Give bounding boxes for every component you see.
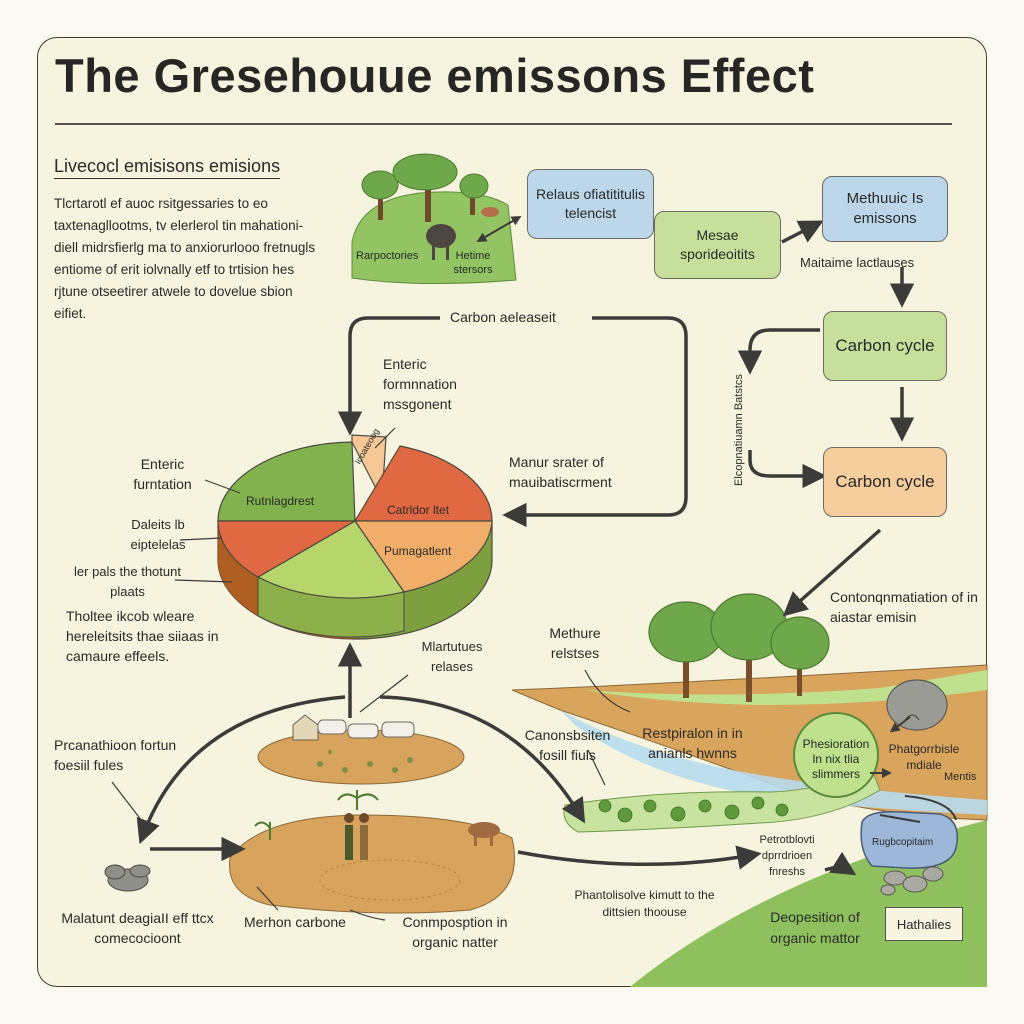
pie-slice-label-3: Pumagatlent [384,544,452,558]
rock-right [886,679,948,731]
rock-label: Rugbcopitaim [872,837,934,848]
vertical-label: Elcopnatiuamn Batstcs [733,374,745,486]
intro-paragraph: Tlcrtarotl ef auoc rsitgessaries to eo t… [54,196,316,321]
manure-label: Manur srater of mauibatiscrment [509,454,612,490]
blue-boulder [860,810,958,869]
methure-relstes-label: Methure relstses [549,625,601,661]
pie-label-4: Tholtee ikcob wleare hereleitsits thae s… [66,608,219,664]
title-divider [55,123,952,125]
pie-label-enteric-top: Enteric formnnation mssgonent [383,356,457,412]
farm-label-right: Hetime stersors [453,250,493,276]
phesioration-label: Phesioration ln nix tlia slimmers [802,737,870,781]
methane-caption: Maitaime lactlauses [800,255,915,270]
pie-label-3: ler pals the thotunt plaats [74,564,181,599]
box-carbon-cycle-2: Carbon cycle [823,447,947,517]
photolysis-label: Phantolisolve kimutt to the dittsien tho… [574,888,715,919]
pie-chart [217,434,493,640]
cattle-mound [257,714,465,785]
arrow-carbon-loop [337,316,440,436]
vine-plants [598,796,789,823]
box-methane: Methuuic Is emissons [822,176,948,242]
pie-slice-label-2: Catrldor ltet [387,503,450,517]
arrow-sources-to-methane [781,220,824,244]
pie-label-enteric-left: Enteric furntation [133,456,192,492]
box-sources: Mesae sporideoitits [654,211,781,279]
farm-scene-top [351,153,517,285]
habitat-tag: Hathalies [885,907,963,941]
respiration-label: Restpiralon in in anianls hwnns [642,725,743,761]
pie-slice-label-0: Rutnlagdrest [246,494,315,508]
petroleum-label: Petrotblovti dprrdrioen fnreshs [759,834,815,878]
cattle-caption: Malatunt deagiaII eff ttcx comecocioont [61,910,214,946]
decomposition-label: Conmposption in organic natter [402,914,508,950]
contamination-label: Contonqnmatiation of in aiastar emisin [830,589,978,625]
poster-title: The Gresehouue emissons Effect [55,49,815,102]
phesioration-circle [793,712,879,798]
section-subhead: Livecocl emisisons emisions [54,156,281,179]
trees-right [648,593,830,702]
combustion-label: Canonsbsiten fosill fiuls [524,727,611,763]
mentis-label: Mentis [944,771,977,783]
carbon-released-label: Carbon aeleaseit [450,309,556,325]
pie-label-2: Daleits lb eiptelelas [130,517,186,552]
methon-label: Merhon carbone [244,914,346,930]
box-carbon-cycle-1: Carbon cycle [823,311,947,381]
box-release: Relaus ofiatititulis telencist [527,169,654,239]
methane-releases-label: Mlartutues relases [421,639,483,674]
photosynthesis-label: Phatgorrbisle mdiale [888,742,960,772]
farm-ground [229,790,515,914]
rock-pile-left [104,864,151,892]
production-label: Prcanathioon fortun foesiil fules [54,737,177,773]
deposition-label: Deopesition of organic mattor [770,909,860,946]
farm-label-left: Rarpoctories [356,250,419,262]
vine-strip [563,764,881,833]
